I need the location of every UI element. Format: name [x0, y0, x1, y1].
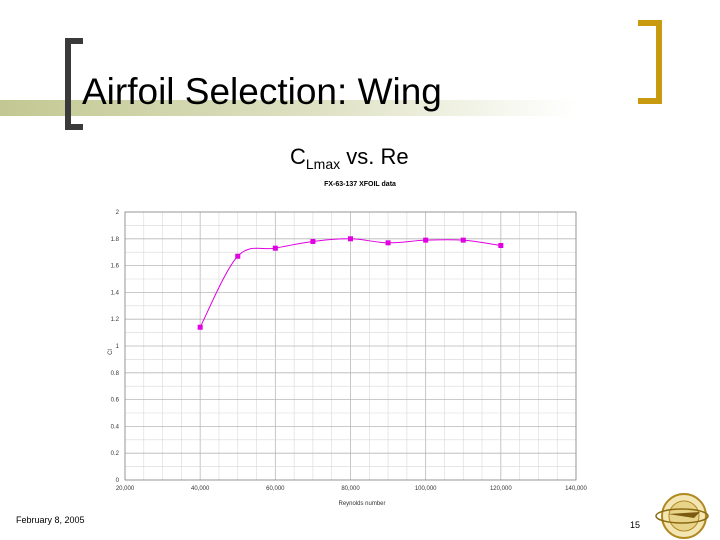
chart-grid — [124, 211, 577, 481]
x-tick-label: 40,000 — [191, 486, 210, 492]
x-tick-label: 20,000 — [116, 486, 135, 492]
x-tick-label: 60,000 — [266, 486, 285, 492]
title-bracket-left — [65, 38, 83, 130]
y-tick-label: 0.4 — [111, 424, 120, 430]
aero-department-logo-icon — [655, 493, 709, 539]
data-point-marker — [310, 238, 316, 244]
slide-title: Airfoil Selection: Wing — [82, 71, 442, 112]
x-tick-label: 120,000 — [490, 486, 512, 492]
y-tick-label: 1.2 — [111, 317, 120, 323]
x-tick-label: 100,000 — [415, 486, 437, 492]
x-tick-label: 80,000 — [341, 486, 360, 492]
data-point-marker — [498, 243, 504, 248]
y-tick-label: 1.8 — [111, 237, 120, 243]
y-axis-label: Cl — [108, 349, 114, 355]
y-tick-label: 2 — [116, 210, 120, 216]
y-tick-label: 0.8 — [111, 371, 120, 377]
x-tick-label: 140,000 — [565, 486, 587, 492]
data-point-marker — [197, 324, 203, 330]
title-bracket-right — [638, 20, 662, 104]
data-point-marker — [460, 237, 466, 243]
data-point-marker — [385, 240, 391, 246]
y-tick-label: 1.6 — [111, 264, 120, 270]
chart-series — [197, 236, 504, 330]
slide-subtitle: CLmax vs. Re — [290, 143, 409, 178]
y-tick-label: 0 — [116, 478, 120, 484]
y-tick-label: 0.2 — [111, 451, 120, 457]
footer-date: February 8, 2005 — [16, 515, 85, 525]
subtitle-main: C — [290, 144, 306, 169]
y-tick-label: 0.6 — [111, 398, 120, 404]
title-accent-bar — [0, 100, 720, 116]
chart-axes: 20,000 40,000 60,000 80,000 100,000 120,000 14… — [111, 210, 588, 492]
y-tick-label: 1 — [116, 344, 120, 350]
x-axis-label: Reynolds number — [338, 501, 385, 507]
data-point-marker — [348, 236, 353, 242]
data-point-marker — [272, 245, 278, 251]
cl-vs-re-chart: 20,000 40,000 60,000 80,000 100,000 120,000 14… — [108, 210, 588, 507]
plot-frame — [124, 211, 577, 481]
data-point-marker — [235, 253, 241, 259]
page-number: 15 — [630, 520, 641, 530]
y-tick-label: 1.4 — [111, 290, 120, 296]
chart-title: FX-63-137 XFOIL data — [324, 181, 396, 188]
subtitle-subscript: Lmax — [305, 156, 341, 172]
subtitle-rest: vs. Re — [340, 144, 409, 169]
data-point-marker — [423, 237, 429, 243]
